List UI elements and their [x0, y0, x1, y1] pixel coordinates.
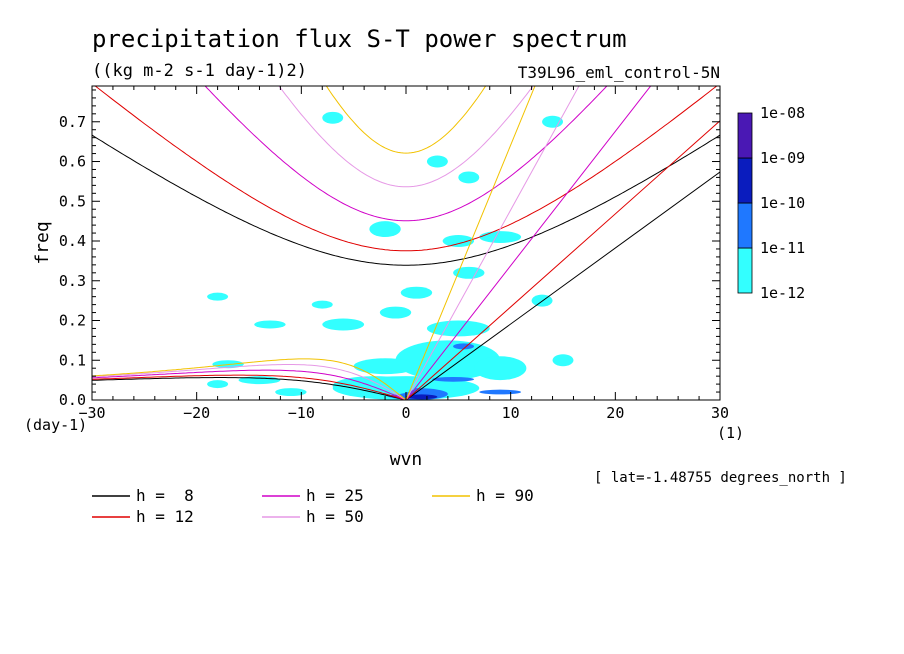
spectral-patch-19	[207, 292, 229, 301]
kelvin-curve-h50	[405, 86, 580, 400]
colorbar-level-label: 1e-12	[760, 284, 805, 302]
legend-label-h90: h = 90	[476, 486, 534, 505]
latitude-note: [ lat=-1.48755 degrees_north ]	[594, 470, 847, 486]
spectral-patch-22	[479, 231, 522, 244]
y-tick-label: 0.4	[59, 232, 86, 250]
x-tick-label: −10	[288, 404, 315, 422]
kelvin-curve-h25	[405, 86, 652, 400]
colorbar-level-label: 1e-09	[760, 149, 805, 167]
x-tick-label: −30	[78, 404, 105, 422]
y-tick-label: 0.5	[59, 192, 86, 210]
spectral-patch-29	[552, 354, 574, 367]
y-unit-label: (day-1)	[24, 416, 87, 434]
x-unit-label: (1)	[717, 424, 744, 442]
gravity-curve-h50	[278, 86, 534, 188]
y-tick-label: 0.0	[59, 391, 86, 409]
gravity-curve-h8	[92, 134, 720, 266]
spectral-patch-21	[442, 235, 475, 247]
spectral-patch-30	[207, 380, 229, 389]
gravity-curve-h12	[94, 86, 718, 252]
spectral-patch-15	[254, 320, 286, 329]
spectral-patch-28	[322, 111, 344, 124]
colorbar-segment	[737, 112, 753, 159]
dispersion-legend: h = 8 h = 12 h = 25 h = 50 h = 90	[92, 486, 534, 526]
spectral-patch-7	[426, 320, 490, 337]
spectral-patch-18	[311, 300, 333, 309]
rossby-curve-h25	[92, 369, 408, 400]
x-tick-label: 10	[502, 404, 520, 422]
rossby-curve-h50	[92, 364, 407, 400]
chart-subtitle: ((kg m-2 s-1 day-1)2)	[92, 61, 307, 81]
x-axis-label: wvn	[390, 449, 423, 470]
gravity-curve-h25	[204, 86, 608, 222]
spectral-patch-23	[453, 266, 485, 279]
kelvin-curve-h12	[405, 120, 720, 400]
spectral-patch-25	[426, 155, 448, 168]
kelvin-curve-h8	[405, 171, 720, 400]
rossby-curve-h8	[92, 377, 409, 400]
colorbar-segment	[737, 247, 753, 294]
spectral-patch-10	[479, 389, 522, 395]
spectral-patch-16	[379, 306, 412, 319]
legend-label-h12: h = 12	[136, 507, 194, 526]
colorbar-segment	[737, 157, 753, 204]
x-tick-label: −20	[183, 404, 210, 422]
y-tick-label: 0.6	[59, 153, 86, 171]
y-axis: 0.0 0.1 0.2 0.3 0.4 0.5 0.6 0.7	[59, 89, 720, 409]
y-tick-label: 0.3	[59, 272, 86, 290]
y-tick-label: 0.2	[59, 312, 86, 330]
legend-label-h50: h = 50	[306, 507, 364, 526]
kelvin-curve-h90	[405, 86, 536, 400]
colorbar-level-label: 1e-10	[760, 194, 805, 212]
y-axis-label: freq	[32, 221, 53, 264]
spectral-patches	[207, 111, 574, 400]
spectral-patch-2	[406, 394, 438, 400]
x-tick-label: 30	[711, 404, 729, 422]
y-tick-label: 0.7	[59, 113, 86, 131]
spectral-patch-27	[542, 115, 563, 128]
gravity-curve-h90	[325, 86, 487, 154]
colorbar-level-label: 1e-11	[760, 239, 805, 257]
rossby-curve-h90	[92, 358, 407, 400]
spectral-patch-14	[322, 318, 365, 331]
chart-title: precipitation flux S-T power spectrum	[92, 25, 627, 53]
spectral-patch-9	[432, 376, 475, 382]
run-label: T39L96_eml_control-5N	[518, 63, 720, 82]
spectral-patch-12	[275, 388, 307, 397]
x-tick-label: 0	[401, 404, 410, 422]
colorbar-level-label: 1e-08	[760, 104, 805, 122]
colorbar-segment	[737, 202, 753, 249]
legend-label-h25: h = 25	[306, 486, 364, 505]
x-tick-label: 20	[606, 404, 624, 422]
spectral-patch-6	[474, 356, 527, 381]
dispersion-curves	[92, 86, 720, 400]
colorbar: 1e-12 1e-11 1e-10 1e-09 1e-08	[737, 104, 805, 302]
spectral-patch-26	[458, 171, 480, 184]
spectral-patch-20	[369, 221, 401, 238]
y-tick-label: 0.1	[59, 351, 86, 369]
legend-label-h8: h = 8	[136, 486, 194, 505]
spectral-patch-17	[400, 286, 433, 299]
spectral-patch-5	[353, 358, 417, 375]
spectral-patch-8	[453, 343, 475, 350]
rossby-curve-h12	[92, 374, 408, 400]
x-axis: −30 −20 −10 0 10 20 30	[78, 86, 729, 422]
